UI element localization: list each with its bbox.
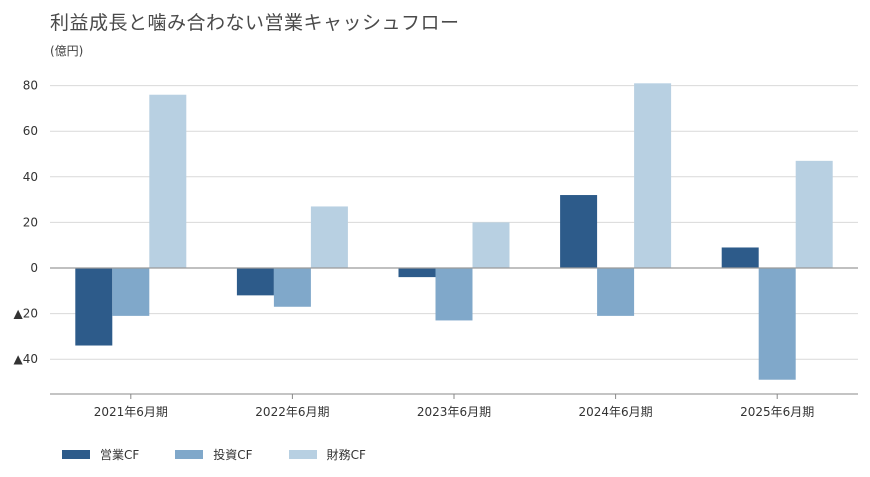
legend-label-operating: 営業CF [100, 448, 140, 462]
legend: 営業CF 投資CF 財務CF [62, 446, 366, 463]
y-tick-label: 60 [23, 124, 38, 138]
bar-investing [435, 268, 473, 321]
chart-title: 利益成長と噛み合わない営業キャッシュフロー [50, 12, 460, 34]
bar-financing [795, 160, 833, 268]
bar-operating [236, 268, 274, 296]
y-tick-label: ▲20 [14, 307, 39, 321]
x-tick-label: 2025年6月期 [740, 405, 814, 419]
bar-operating [398, 268, 436, 278]
legend-item-investing: 投資CF [175, 446, 253, 463]
legend-swatch-investing [175, 450, 204, 459]
x-tick-label: 2021年6月期 [94, 405, 168, 419]
bar-financing [634, 83, 672, 268]
bar-investing [597, 268, 635, 316]
bar-financing [310, 206, 348, 268]
y-tick-label: ▲40 [14, 352, 39, 366]
x-tick-label: 2022年6月期 [255, 405, 329, 419]
bar-operating [721, 247, 759, 268]
legend-item-operating: 営業CF [62, 446, 139, 463]
bar-operating [560, 195, 598, 268]
bar-investing [273, 268, 311, 307]
legend-item-financing: 財務CF [288, 446, 366, 463]
bar-operating [75, 268, 113, 346]
legend-swatch-financing [288, 450, 317, 459]
bar-investing [758, 268, 796, 380]
x-tick-label: 2024年6月期 [579, 405, 653, 419]
y-tick-label: 0 [30, 261, 38, 275]
y-tick-label: 20 [23, 215, 38, 229]
bar-financing [472, 222, 510, 268]
bar-financing [149, 94, 187, 268]
legend-label-investing: 投資CF [213, 448, 253, 462]
legend-swatch-operating [62, 450, 90, 459]
legend-label-financing: 財務CF [326, 448, 366, 462]
bar-investing [112, 268, 150, 316]
y-tick-label: 80 [23, 79, 38, 93]
unit-label: (億円) [50, 44, 84, 58]
y-tick-label: 40 [23, 170, 38, 184]
x-tick-label: 2023年6月期 [417, 405, 491, 419]
